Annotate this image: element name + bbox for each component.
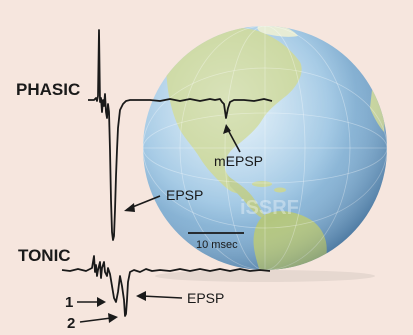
- phasic-epsp-arrow-line: [129, 195, 161, 209]
- marker-1: 1: [65, 294, 106, 311]
- globe-shading: [143, 26, 387, 270]
- marker-1-arrowhead: [97, 297, 106, 307]
- scale-bar-label: 10 msec: [196, 239, 238, 251]
- tonic-epsp-arrowhead: [136, 291, 146, 301]
- mepsp-arrowhead: [223, 124, 231, 134]
- mepsp-arrow-line: [226, 127, 241, 153]
- mepsp-annotation: mEPSP: [214, 124, 263, 169]
- watermark-text: iSSRF: [240, 197, 299, 219]
- phasic-epsp-arrowhead: [124, 203, 135, 212]
- marker-1-label: 1: [65, 294, 73, 311]
- globe-floor-shadow: [155, 270, 375, 282]
- mepsp-label: mEPSP: [214, 153, 263, 169]
- marker-2-arrow-line: [79, 317, 112, 323]
- marker-2-arrowhead: [108, 313, 118, 323]
- tonic-epsp-label: EPSP: [187, 290, 224, 306]
- scale-bar: 10 msec: [188, 232, 244, 251]
- phasic-epsp-label: EPSP: [166, 187, 203, 203]
- marker-2-label: 2: [67, 315, 75, 332]
- tonic-epsp-arrow-line: [141, 295, 183, 299]
- tonic-label: TONIC: [18, 246, 71, 265]
- phasic-trace: [88, 29, 273, 241]
- tonic-trace: [61, 255, 271, 317]
- globe-icon: iSSRF: [143, 26, 387, 282]
- phasic-label: PHASIC: [16, 80, 80, 99]
- marker-2: 2: [67, 313, 118, 332]
- tonic-epsp-annotation: EPSP: [136, 290, 224, 306]
- phasic-epsp-annotation: EPSP: [124, 187, 203, 212]
